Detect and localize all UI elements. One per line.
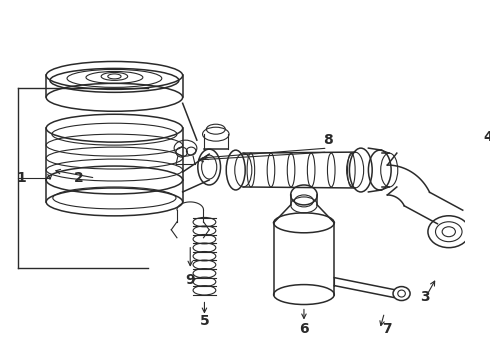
Text: 7: 7: [383, 323, 392, 337]
Text: 8: 8: [323, 133, 333, 147]
Text: 9: 9: [185, 273, 195, 287]
Text: 2: 2: [74, 171, 83, 185]
Text: 6: 6: [299, 323, 309, 337]
Text: 1: 1: [17, 171, 26, 185]
Text: 5: 5: [199, 314, 209, 328]
Text: 4: 4: [484, 130, 490, 144]
Text: 3: 3: [420, 289, 430, 303]
